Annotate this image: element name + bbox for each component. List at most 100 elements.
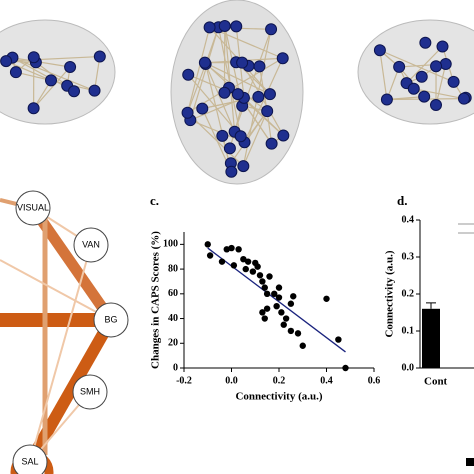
data-point bbox=[256, 272, 264, 279]
brain-edge bbox=[6, 55, 100, 62]
brain-node bbox=[457, 92, 470, 105]
brain-node bbox=[418, 90, 431, 103]
brain-node bbox=[64, 60, 77, 73]
edge bbox=[29, 244, 92, 463]
data-point bbox=[342, 364, 349, 372]
brain-node bbox=[27, 102, 40, 115]
brain-edge bbox=[205, 63, 268, 112]
brain-node bbox=[407, 82, 420, 95]
node-label: BG bbox=[104, 314, 117, 324]
y-tick-label: 0.3 bbox=[402, 251, 415, 262]
data-point bbox=[273, 302, 280, 310]
data-point bbox=[287, 300, 295, 307]
data-point bbox=[259, 278, 266, 285]
bar bbox=[422, 308, 440, 368]
x-tick-label: 0.0 bbox=[225, 375, 238, 386]
network-node bbox=[12, 444, 48, 474]
brain-node bbox=[0, 55, 13, 68]
brain-node bbox=[276, 52, 289, 65]
x-tick-label: -0.2 bbox=[176, 375, 192, 386]
edge bbox=[0, 259, 112, 321]
x-axis-label: Connectivity (a.u.) bbox=[235, 391, 322, 403]
brain-edge bbox=[12, 57, 95, 92]
brain-node bbox=[182, 68, 195, 81]
brain-node bbox=[380, 93, 393, 106]
network-node bbox=[15, 190, 51, 226]
data-point bbox=[206, 252, 214, 259]
data-point bbox=[280, 321, 287, 328]
data-point bbox=[287, 327, 295, 335]
data-point bbox=[263, 290, 271, 298]
brain-edge bbox=[205, 63, 236, 132]
brain-edge bbox=[379, 50, 388, 100]
data-point bbox=[323, 295, 330, 302]
data-point bbox=[218, 258, 226, 265]
brain-node bbox=[236, 56, 249, 69]
data-point bbox=[244, 258, 252, 265]
brain-node bbox=[373, 44, 386, 57]
brain-edge bbox=[186, 63, 207, 113]
brain-edge bbox=[186, 27, 211, 113]
brain-edge bbox=[187, 112, 244, 167]
data-point bbox=[282, 315, 290, 322]
brain-edge bbox=[244, 110, 268, 143]
brain-edge bbox=[209, 26, 283, 59]
brain-node bbox=[216, 129, 229, 142]
network-node bbox=[73, 227, 109, 263]
brain-node bbox=[393, 60, 406, 73]
brain-node bbox=[261, 105, 274, 118]
brain-node bbox=[203, 21, 216, 34]
data-point bbox=[261, 284, 268, 291]
y-tick-label: 20 bbox=[168, 338, 178, 349]
brain-edge bbox=[189, 27, 220, 121]
panel-label: c. bbox=[150, 193, 159, 208]
brain-node bbox=[88, 84, 101, 97]
node-label: SMH bbox=[80, 386, 100, 396]
brain-node bbox=[447, 75, 460, 88]
network-nodes: VISUAL VAN BG SMH SAL bbox=[12, 190, 129, 474]
brain-node bbox=[265, 23, 278, 36]
panel-label: d. bbox=[397, 193, 407, 208]
brain-node bbox=[263, 88, 276, 101]
brain-edge bbox=[234, 29, 272, 132]
data-point bbox=[335, 336, 342, 343]
data-point bbox=[235, 246, 242, 253]
data-point bbox=[299, 342, 306, 349]
data-point bbox=[275, 294, 283, 301]
brain-renderings bbox=[0, 0, 474, 185]
x-tick-label: Cont bbox=[424, 376, 448, 388]
brain-edge bbox=[242, 110, 268, 167]
brain-node bbox=[218, 86, 231, 99]
legend-swatch bbox=[466, 458, 474, 466]
data-point bbox=[204, 241, 211, 248]
data-point bbox=[249, 268, 257, 275]
brain-node bbox=[436, 40, 449, 53]
data-point bbox=[271, 290, 278, 298]
brain-node bbox=[429, 99, 442, 112]
brain-edge bbox=[224, 25, 236, 132]
y-tick-label: 0.4 bbox=[402, 214, 415, 225]
brain-node bbox=[196, 102, 209, 115]
data-point bbox=[266, 273, 273, 280]
y-tick-label: 0.0 bbox=[402, 362, 415, 373]
data-point bbox=[254, 263, 261, 270]
brain-node bbox=[415, 70, 428, 83]
brain-node bbox=[252, 90, 265, 103]
data-point bbox=[240, 256, 247, 263]
y-tick-label: 80 bbox=[168, 263, 178, 274]
y-tick-label: 0.1 bbox=[402, 325, 415, 336]
brain-edge bbox=[258, 66, 268, 112]
data-point bbox=[290, 293, 297, 300]
data-point bbox=[263, 305, 271, 312]
node-label: SAL bbox=[21, 456, 38, 466]
data-point bbox=[230, 262, 238, 269]
brain-node bbox=[93, 50, 106, 63]
data-point bbox=[294, 330, 302, 337]
x-tick-label: 0.4 bbox=[320, 375, 333, 386]
legend-fragment bbox=[458, 223, 474, 466]
y-tick-label: 0.2 bbox=[402, 288, 415, 299]
data-point bbox=[259, 309, 266, 316]
brain-node bbox=[27, 51, 40, 64]
brain-node bbox=[223, 142, 236, 155]
brain-node bbox=[9, 66, 22, 79]
